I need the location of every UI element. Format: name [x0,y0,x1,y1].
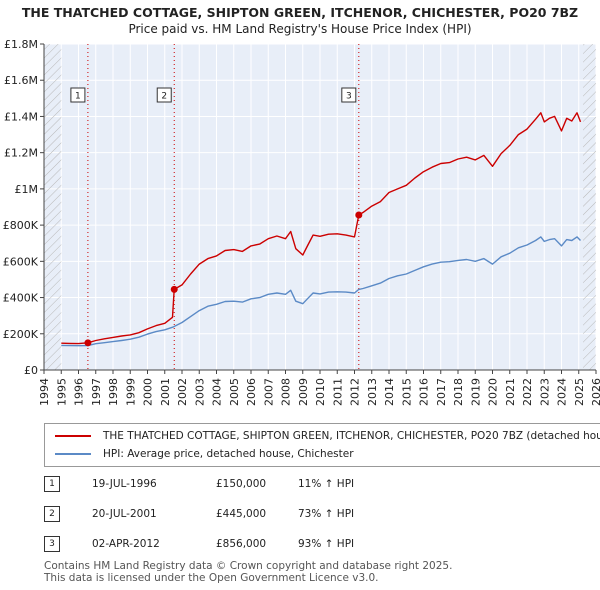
x-tick-label: 2001 [159,378,172,406]
legend-swatch-property [55,435,91,437]
sale-point [170,285,178,293]
x-tick-label: 2008 [280,378,293,406]
footer-copyright: Contains HM Land Registry data © Crown c… [44,560,453,572]
sale-marker-box [341,87,357,103]
x-tick-label: 2018 [452,378,465,406]
y-tick-label: £800K [3,219,39,232]
legend-label-property: THE THATCHED COTTAGE, SHIPTON GREEN, ITC… [103,430,600,442]
x-tick-label: 2010 [314,378,327,406]
sale-date: 19-JUL-1996 [92,478,157,490]
sale-marker-label: 1 [75,92,81,102]
y-tick-label: £0 [24,364,38,377]
sale-marker-label: 2 [161,92,167,102]
y-tick-label: £1.2M [4,147,38,160]
sale-marker-box [70,87,86,103]
property-price-line [61,112,582,345]
legend-label-hpi: HPI: Average price, detached house, Chic… [103,448,354,460]
x-tick-label: 1995 [55,378,68,406]
legend-item-property: THE THATCHED COTTAGE, SHIPTON GREEN, ITC… [55,430,600,446]
x-tick-label: 2022 [521,378,534,406]
x-tick-label: 1997 [90,378,103,406]
y-tick-label: £1M [15,183,39,196]
x-tick-label: 2002 [176,378,189,406]
x-tick-label: 2021 [504,378,517,406]
x-tick-label: 2026 [590,378,600,406]
chart-title: THE THATCHED COTTAGE, SHIPTON GREEN, ITC… [21,5,579,20]
sale-point [84,339,92,347]
x-tick-label: 2009 [297,378,310,406]
legend-item-hpi: HPI: Average price, detached house, Chic… [55,448,354,464]
x-tick-label: 2019 [469,378,482,406]
y-tick-label: £600K [3,255,39,268]
y-tick-label: £400K [3,292,39,305]
x-tick-label: 2000 [142,378,155,406]
x-tick-label: 2015 [400,378,413,406]
table-row: 1 19-JUL-1996 £150,000 11% ↑ HPI [44,476,564,496]
x-tick-label: 1994 [38,378,51,406]
y-tick-label: £1.6M [4,74,38,87]
x-tick-label: 2011 [331,378,344,406]
legend-swatch-hpi [55,453,91,455]
sale-marker-box [156,87,172,103]
x-tick-label: 2020 [487,378,500,406]
x-tick-label: 2025 [573,378,586,406]
y-tick-label: £1.8M [4,38,38,51]
table-row: 3 02-APR-2012 £856,000 93% ↑ HPI [44,536,564,556]
sale-number-badge: 3 [44,536,60,552]
x-tick-label: 2016 [418,378,431,406]
x-tick-label: 2007 [262,378,275,406]
sale-marker-label: 3 [346,92,352,102]
sale-price: £445,000 [216,508,267,520]
x-tick-label: 2014 [383,378,396,406]
x-tick-label: 2013 [366,378,379,406]
sale-price: £150,000 [216,478,267,490]
x-tick-label: 2017 [435,378,448,406]
sale-hpi-change: 73% ↑ HPI [298,508,355,520]
x-tick-label: 2003 [193,378,206,406]
sale-hpi-change: 11% ↑ HPI [298,478,355,490]
sale-price: £856,000 [216,538,267,550]
sale-number-badge: 2 [44,506,60,522]
hatched-region-end [583,44,596,370]
x-tick-label: 2024 [556,378,569,406]
y-tick-label: £1.4M [4,110,38,123]
x-tick-label: 2012 [349,378,362,406]
x-tick-label: 1999 [124,378,137,406]
x-tick-label: 2006 [245,378,258,406]
chart-subtitle: Price paid vs. HM Land Registry's House … [128,22,472,36]
legend: THE THATCHED COTTAGE, SHIPTON GREEN, ITC… [44,423,600,467]
hatched-region-start [44,44,62,370]
sale-point [355,211,363,219]
x-tick-label: 2004 [211,378,224,406]
chart-area: 1 2 3 £0 £200K £400K £600K £800K £1M £1.2M £1.4M £… [3,38,600,406]
hpi-line [61,236,582,347]
y-tick-label: £200K [3,328,39,341]
sale-date: 02-APR-2012 [92,538,160,550]
x-tick-label: 2023 [538,378,551,406]
sale-date: 20-JUL-2001 [92,508,157,520]
x-tick-label: 1998 [107,378,120,406]
x-tick-label: 2005 [228,378,241,406]
x-tick-label: 1996 [73,378,86,406]
sale-hpi-change: 93% ↑ HPI [298,538,355,550]
sale-number-badge: 1 [44,476,60,492]
table-row: 2 20-JUL-2001 £445,000 73% ↑ HPI [44,506,564,526]
footer-attribution: Contains HM Land Registry data © Crown c… [44,560,452,584]
footer-license: This data is licensed under the Open Gov… [44,572,379,584]
